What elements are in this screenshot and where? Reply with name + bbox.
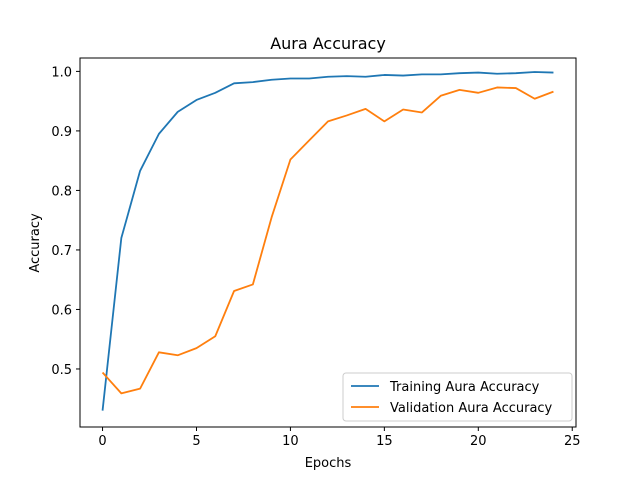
x-tick-label: 5 (192, 434, 200, 449)
y-axis-label: Accuracy (28, 213, 43, 273)
plot-area (79, 57, 577, 428)
y-tick-label: 0.5 (51, 363, 72, 378)
x-tick-label: 10 (282, 434, 299, 449)
y-tick-label: 1.0 (51, 65, 72, 80)
y-tick-label: 0.6 (51, 303, 72, 318)
x-tick-label: 0 (98, 434, 106, 449)
plot-frame (79, 57, 577, 428)
legend-box (342, 372, 573, 422)
series-line-training (101, 71, 554, 411)
x-tick-label: 25 (564, 434, 581, 449)
y-tick-label: 0.9 (51, 125, 72, 140)
legend-label: Validation Aura Accuracy (390, 401, 553, 416)
x-tick-label: 15 (376, 434, 393, 449)
x-axis-label: Epochs (305, 456, 352, 471)
chart-title: Aura Accuracy (270, 34, 386, 53)
x-tick-label: 20 (470, 434, 487, 449)
x-axis: 0 5 10 15 20 25 (98, 427, 581, 449)
series-layer (101, 71, 554, 411)
legend: Training Aura Accuracy Validation Aura Ac… (342, 372, 573, 422)
series-line-validation (101, 86, 554, 395)
y-axis: 0.5 0.6 0.7 0.8 0.9 1.0 (51, 65, 80, 378)
legend-label: Training Aura Accuracy (389, 380, 540, 395)
y-tick-label: 0.8 (51, 184, 72, 199)
y-tick-label: 0.7 (51, 244, 72, 259)
